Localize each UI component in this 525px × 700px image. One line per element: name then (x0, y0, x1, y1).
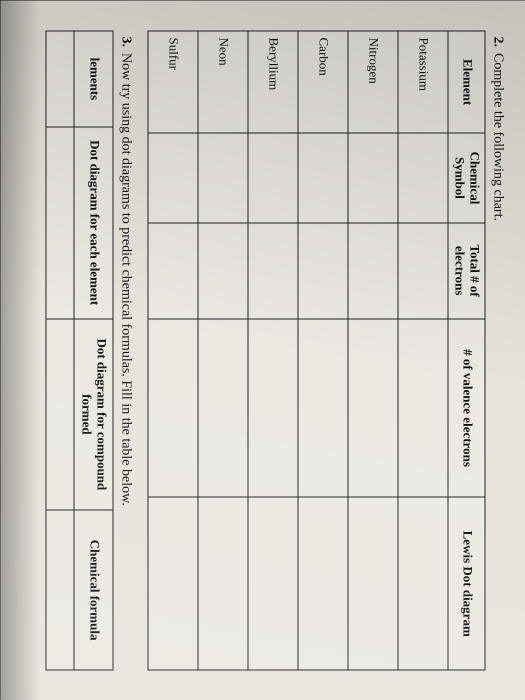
cell-elements (46, 31, 74, 127)
cell-lewis (298, 497, 348, 670)
cell-total (348, 222, 398, 318)
cell-total (398, 222, 448, 318)
cell-symbol (298, 133, 348, 222)
header-elements: lements (74, 31, 113, 127)
worksheet-paper: 2. Complete the following chart. Element … (0, 0, 525, 700)
cell-total (198, 222, 248, 318)
cell-element: Carbon (298, 31, 348, 133)
question-2-text: Complete the following chart. (490, 53, 505, 221)
question-3-text: Now try using dot diagrams to predict ch… (118, 53, 133, 506)
table-row: Nitrogen (348, 31, 398, 670)
table-row: Sulfur (148, 31, 198, 670)
cell-lewis (248, 497, 298, 670)
cell-element: Nitrogen (348, 31, 398, 133)
cell-dot-compound (46, 318, 74, 510)
table-row: Potassium (398, 31, 448, 670)
table-row: Carbon (298, 31, 348, 670)
header-chemical-formula: Chemical formula (74, 510, 113, 670)
cell-valence (248, 318, 298, 497)
question-3: 3. Now try using dot diagrams to predict … (117, 36, 133, 670)
header-dot-each: Dot diagram for each element (74, 126, 113, 318)
cell-total (298, 222, 348, 318)
cell-symbol (198, 133, 248, 222)
cell-element: Sulfur (148, 31, 198, 133)
question-3-number: 3. (118, 36, 133, 47)
cell-dot-each (46, 126, 74, 318)
cell-formula (46, 510, 74, 670)
page-wrapper: 2. Complete the following chart. Element … (0, 0, 525, 700)
cell-symbol (248, 133, 298, 222)
cell-lewis (148, 497, 198, 670)
header-total-electrons: Total # of electrons (448, 222, 485, 318)
cell-valence (398, 318, 448, 497)
header-lewis-dot: Lewis Dot diagram (448, 497, 485, 670)
question-2-number: 2. (490, 36, 505, 47)
cell-lewis (398, 497, 448, 670)
table-row (46, 31, 74, 670)
cell-symbol (398, 133, 448, 222)
cell-valence (298, 318, 348, 497)
cell-element: Beryllium (248, 31, 298, 133)
header-valence-electrons: # of valence electrons (448, 318, 485, 497)
cell-total (248, 222, 298, 318)
cell-lewis (348, 497, 398, 670)
cell-valence (148, 318, 198, 497)
question-2: 2. Complete the following chart. (489, 36, 505, 670)
table-row: Neon (198, 31, 248, 670)
page-cutoff-shadow (0, 0, 40, 700)
cell-total (148, 222, 198, 318)
element-chart-table: Element Chemical Symbol Total # of elect… (147, 30, 485, 670)
cell-symbol (348, 133, 398, 222)
table-row: Beryllium (248, 31, 298, 670)
cell-element: Potassium (398, 31, 448, 133)
header-dot-compound: Dot diagram for compound formed (74, 318, 113, 510)
cell-lewis (198, 497, 248, 670)
cell-valence (198, 318, 248, 497)
header-element: Element (448, 31, 485, 133)
cell-symbol (148, 133, 198, 222)
cell-valence (348, 318, 398, 497)
dot-diagram-table: lements Dot diagram for each element Dot… (45, 30, 113, 670)
header-chemical-symbol: Chemical Symbol (448, 133, 485, 222)
cell-element: Neon (198, 31, 248, 133)
